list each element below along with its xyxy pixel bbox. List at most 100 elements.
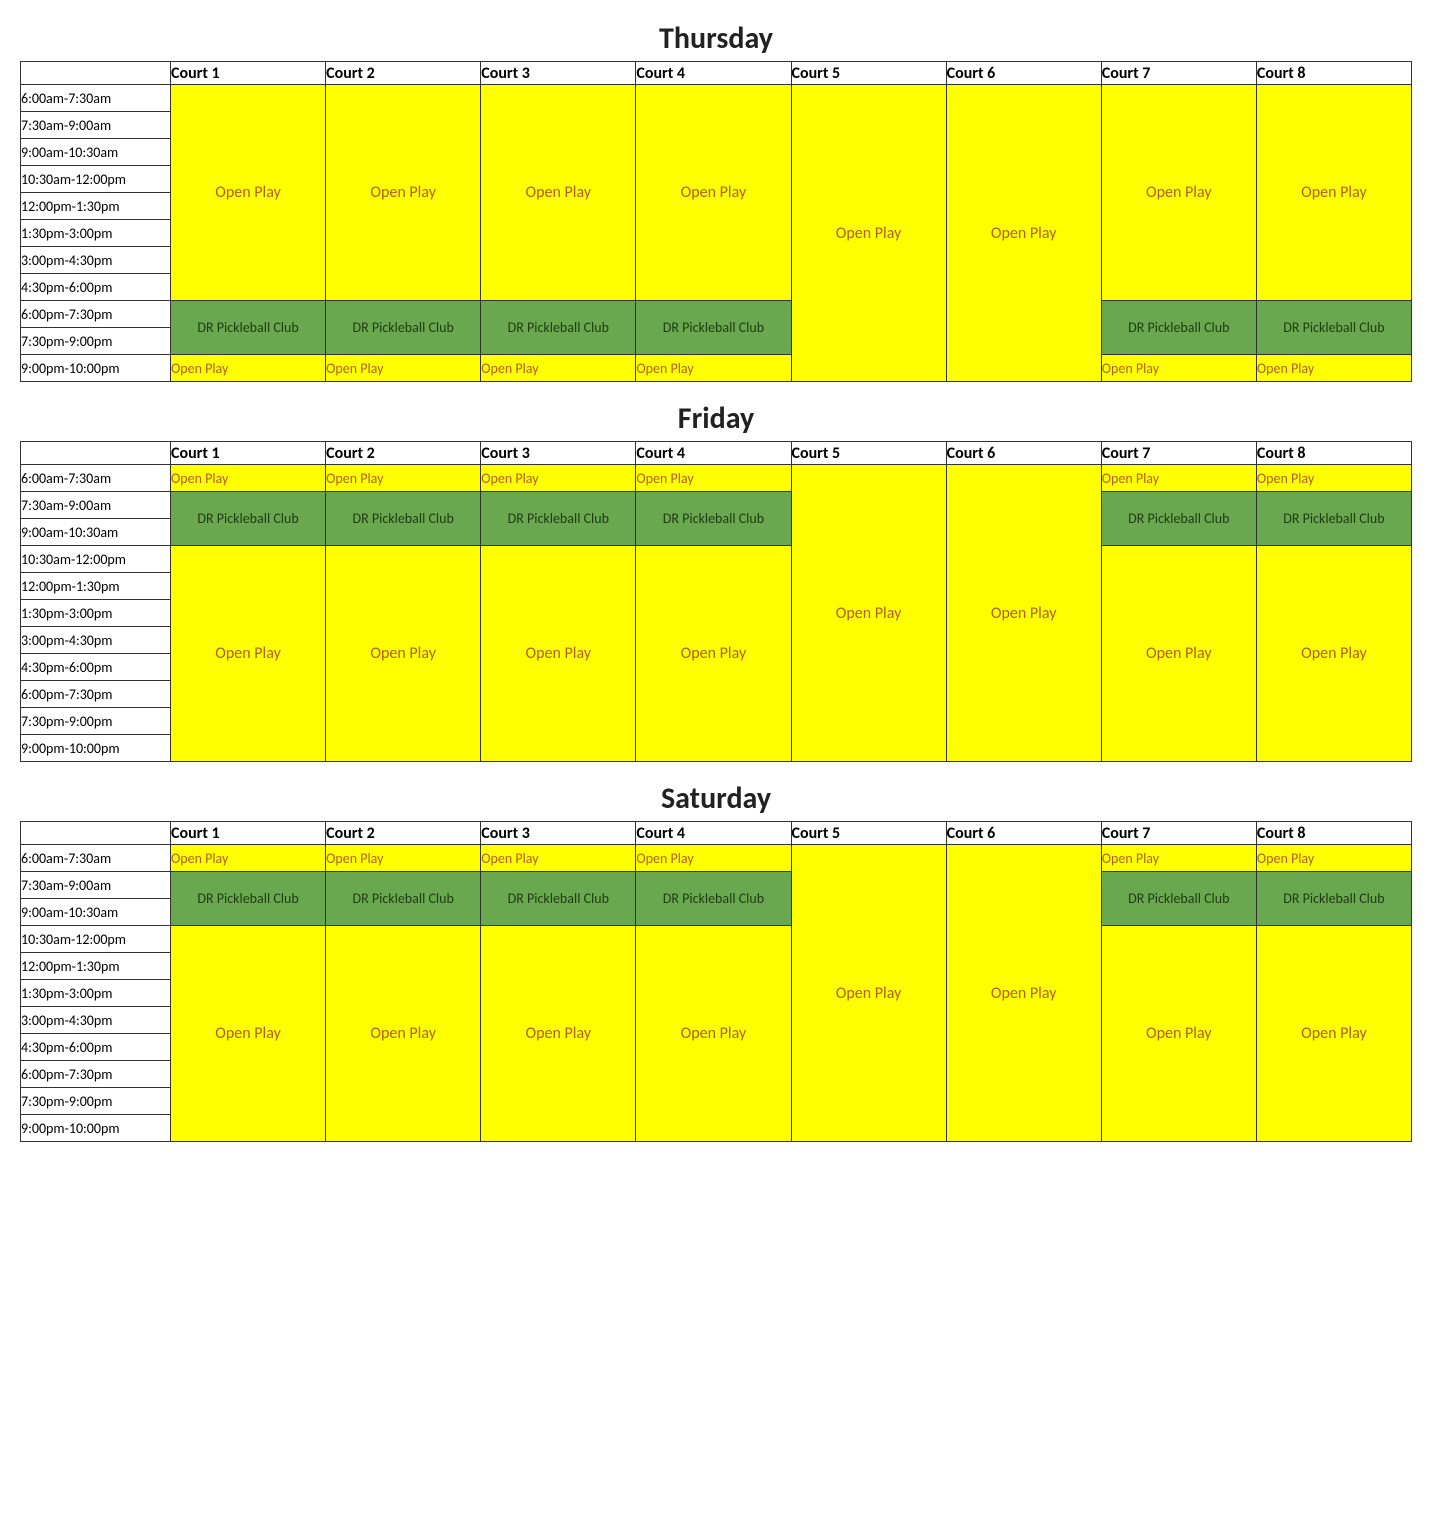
- time-slot: 6:00am-7:30am: [21, 845, 171, 872]
- open-play-cell: Open Play: [791, 465, 946, 762]
- club-cell: DR Pickleball Club: [636, 492, 791, 546]
- saturday-title: Saturday: [20, 780, 1412, 817]
- club-cell: DR Pickleball Club: [636, 872, 791, 926]
- thursday-table: Court 1 Court 2 Court 3 Court 4 Court 5 …: [20, 61, 1412, 382]
- time-slot: 7:30pm-9:00pm: [21, 1088, 171, 1115]
- time-slot: 7:30am-9:00am: [21, 112, 171, 139]
- open-play-cell: Open Play: [791, 85, 946, 382]
- col-court7: Court 7: [1101, 822, 1256, 845]
- time-slot: 9:00pm-10:00pm: [21, 355, 171, 382]
- open-play-cell: Open Play: [636, 546, 791, 762]
- col-court6: Court 6: [946, 442, 1101, 465]
- corner-cell: [21, 822, 171, 845]
- time-slot: 7:30am-9:00am: [21, 872, 171, 899]
- time-slot: 9:00pm-10:00pm: [21, 1115, 171, 1142]
- open-play-cell: Open Play: [171, 546, 326, 762]
- time-slot: 12:00pm-1:30pm: [21, 573, 171, 600]
- col-court5: Court 5: [791, 62, 946, 85]
- club-cell: DR Pickleball Club: [481, 301, 636, 355]
- open-play-cell: Open Play: [1256, 845, 1411, 872]
- saturday-table: Court 1 Court 2 Court 3 Court 4 Court 5 …: [20, 821, 1412, 1142]
- open-play-cell: Open Play: [1101, 465, 1256, 492]
- open-play-cell: Open Play: [171, 845, 326, 872]
- time-slot: 10:30am-12:00pm: [21, 166, 171, 193]
- col-court8: Court 8: [1256, 62, 1411, 85]
- open-play-cell: Open Play: [1101, 355, 1256, 382]
- open-play-cell: Open Play: [171, 355, 326, 382]
- col-court7: Court 7: [1101, 62, 1256, 85]
- open-play-cell: Open Play: [636, 465, 791, 492]
- time-slot: 4:30pm-6:00pm: [21, 274, 171, 301]
- time-slot: 1:30pm-3:00pm: [21, 980, 171, 1007]
- time-slot: 3:00pm-4:30pm: [21, 1007, 171, 1034]
- open-play-cell: Open Play: [1256, 355, 1411, 382]
- open-play-cell: Open Play: [1101, 546, 1256, 762]
- open-play-cell: Open Play: [1101, 845, 1256, 872]
- club-cell: DR Pickleball Club: [1256, 301, 1411, 355]
- time-slot: 7:30am-9:00am: [21, 492, 171, 519]
- time-slot: 1:30pm-3:00pm: [21, 220, 171, 247]
- open-play-cell: Open Play: [1256, 85, 1411, 301]
- header-row: Court 1 Court 2 Court 3 Court 4 Court 5 …: [21, 822, 1412, 845]
- col-court7: Court 7: [1101, 442, 1256, 465]
- club-cell: DR Pickleball Club: [326, 872, 481, 926]
- club-cell: DR Pickleball Club: [1256, 492, 1411, 546]
- friday-block: Friday Court 1 Court 2 Court 3 Court 4 C…: [20, 400, 1412, 762]
- open-play-cell: Open Play: [1256, 546, 1411, 762]
- club-cell: DR Pickleball Club: [1101, 872, 1256, 926]
- time-slot: 6:00pm-7:30pm: [21, 301, 171, 328]
- saturday-block: Saturday Court 1 Court 2 Court 3 Court 4…: [20, 780, 1412, 1142]
- time-slot: 6:00pm-7:30pm: [21, 1061, 171, 1088]
- open-play-cell: Open Play: [946, 845, 1101, 1142]
- club-cell: DR Pickleball Club: [171, 492, 326, 546]
- open-play-cell: Open Play: [1256, 465, 1411, 492]
- open-play-cell: Open Play: [1101, 85, 1256, 301]
- time-slot: 9:00am-10:30am: [21, 899, 171, 926]
- open-play-cell: Open Play: [326, 465, 481, 492]
- time-slot: 6:00am-7:30am: [21, 465, 171, 492]
- open-play-cell: Open Play: [636, 845, 791, 872]
- time-slot: 3:00pm-4:30pm: [21, 247, 171, 274]
- col-court6: Court 6: [946, 62, 1101, 85]
- time-slot: 7:30pm-9:00pm: [21, 708, 171, 735]
- open-play-cell: Open Play: [326, 546, 481, 762]
- open-play-cell: Open Play: [326, 355, 481, 382]
- open-play-cell: Open Play: [171, 85, 326, 301]
- open-play-cell: Open Play: [636, 355, 791, 382]
- time-slot: 1:30pm-3:00pm: [21, 600, 171, 627]
- open-play-cell: Open Play: [1101, 926, 1256, 1142]
- time-slot: 7:30pm-9:00pm: [21, 328, 171, 355]
- open-play-cell: Open Play: [481, 465, 636, 492]
- thursday-block: Thursday Court 1 Court 2 Court 3 Court 4…: [20, 20, 1412, 382]
- col-court4: Court 4: [636, 62, 791, 85]
- header-row: Court 1 Court 2 Court 3 Court 4 Court 5 …: [21, 62, 1412, 85]
- club-cell: DR Pickleball Club: [636, 301, 791, 355]
- col-court6: Court 6: [946, 822, 1101, 845]
- open-play-cell: Open Play: [636, 926, 791, 1142]
- col-court1: Court 1: [171, 822, 326, 845]
- open-play-cell: Open Play: [481, 355, 636, 382]
- open-play-cell: Open Play: [481, 926, 636, 1142]
- corner-cell: [21, 442, 171, 465]
- club-cell: DR Pickleball Club: [1101, 301, 1256, 355]
- open-play-cell: Open Play: [171, 926, 326, 1142]
- time-slot: 9:00am-10:30am: [21, 519, 171, 546]
- col-court4: Court 4: [636, 442, 791, 465]
- open-play-cell: Open Play: [636, 85, 791, 301]
- club-cell: DR Pickleball Club: [326, 492, 481, 546]
- col-court1: Court 1: [171, 442, 326, 465]
- col-court8: Court 8: [1256, 442, 1411, 465]
- open-play-cell: Open Play: [791, 845, 946, 1142]
- thursday-title: Thursday: [20, 20, 1412, 57]
- open-play-cell: Open Play: [171, 465, 326, 492]
- col-court2: Court 2: [326, 62, 481, 85]
- header-row: Court 1 Court 2 Court 3 Court 4 Court 5 …: [21, 442, 1412, 465]
- open-play-cell: Open Play: [946, 85, 1101, 382]
- club-cell: DR Pickleball Club: [481, 492, 636, 546]
- time-slot: 6:00am-7:30am: [21, 85, 171, 112]
- col-court3: Court 3: [481, 822, 636, 845]
- friday-title: Friday: [20, 400, 1412, 437]
- club-cell: DR Pickleball Club: [171, 301, 326, 355]
- club-cell: DR Pickleball Club: [1101, 492, 1256, 546]
- club-cell: DR Pickleball Club: [326, 301, 481, 355]
